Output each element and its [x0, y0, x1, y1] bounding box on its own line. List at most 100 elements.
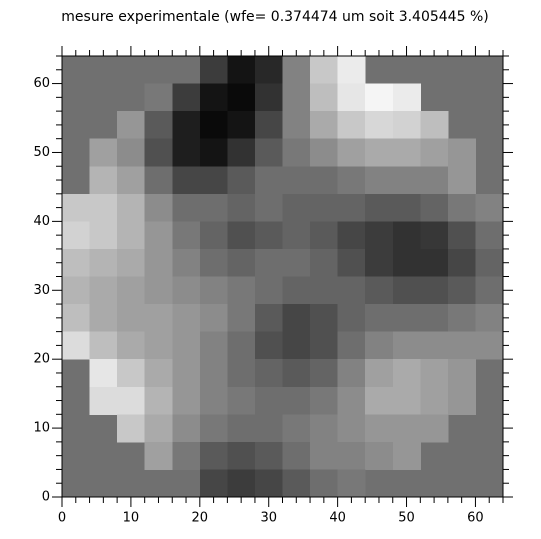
- heat-cell: [227, 414, 256, 443]
- heat-cell: [392, 304, 421, 333]
- heat-cell: [282, 138, 311, 167]
- heat-cell: [282, 166, 311, 195]
- heat-cell: [117, 276, 146, 305]
- heat-cell: [337, 304, 366, 333]
- heat-cell: [172, 441, 201, 470]
- heat-cell: [254, 221, 283, 250]
- heat-cell: [337, 359, 366, 388]
- heat-cell: [392, 193, 421, 222]
- heat-cell: [337, 111, 366, 140]
- heat-cell: [447, 331, 476, 360]
- x-tick-label: 50: [398, 511, 415, 526]
- heat-cell: [254, 441, 283, 470]
- heat-cell: [447, 138, 476, 167]
- heat-cell: [282, 441, 311, 470]
- heat-cell: [227, 469, 256, 498]
- heat-cell: [172, 331, 201, 360]
- heat-cell: [447, 276, 476, 305]
- heat-cell: [227, 441, 256, 470]
- heat-cell: [282, 414, 311, 443]
- heat-cell: [392, 138, 421, 167]
- heat-cell: [310, 193, 339, 222]
- heat-cell: [227, 248, 256, 277]
- heat-cell: [310, 166, 339, 195]
- heat-cell: [310, 386, 339, 415]
- heat-cell: [447, 193, 476, 222]
- heat-cell: [337, 276, 366, 305]
- heat-cell: [199, 441, 228, 470]
- heat-cell: [365, 441, 394, 470]
- heat-cell: [365, 193, 394, 222]
- heat-cell: [227, 221, 256, 250]
- heat-cell: [420, 193, 449, 222]
- heat-cell: [227, 138, 256, 167]
- heat-cell: [337, 83, 366, 112]
- heat-cell: [199, 248, 228, 277]
- heat-cell: [254, 248, 283, 277]
- heat-cell: [117, 138, 146, 167]
- heat-cell: [172, 166, 201, 195]
- heat-cell: [254, 414, 283, 443]
- heat-cell: [227, 331, 256, 360]
- heat-cell: [199, 138, 228, 167]
- heat-cell: [337, 441, 366, 470]
- heat-cell: [172, 111, 201, 140]
- heat-cell: [447, 304, 476, 333]
- heat-cell: [62, 276, 91, 305]
- heat-cell: [89, 166, 118, 195]
- heat-cell: [117, 166, 146, 195]
- heat-cell: [365, 111, 394, 140]
- heat-cell: [199, 166, 228, 195]
- heat-cell: [365, 138, 394, 167]
- heat-cell: [310, 414, 339, 443]
- heat-cell: [62, 248, 91, 277]
- heat-cell: [172, 359, 201, 388]
- heat-cell: [310, 441, 339, 470]
- heat-cell: [62, 304, 91, 333]
- heat-cell: [227, 304, 256, 333]
- heat-cell: [199, 331, 228, 360]
- heat-cell: [337, 386, 366, 415]
- heat-cell: [172, 414, 201, 443]
- heat-cell: [117, 359, 146, 388]
- heat-cell: [420, 359, 449, 388]
- heat-cell: [172, 304, 201, 333]
- heat-cell: [117, 221, 146, 250]
- y-tick-label: 40: [33, 214, 50, 229]
- heat-cell: [144, 359, 173, 388]
- heat-cell: [89, 304, 118, 333]
- heat-cell: [475, 221, 504, 250]
- heat-cell: [89, 331, 118, 360]
- heat-cell: [254, 56, 283, 85]
- heat-cell: [282, 386, 311, 415]
- heat-cell: [365, 248, 394, 277]
- heat-cell: [117, 414, 146, 443]
- heat-cell: [475, 331, 504, 360]
- heat-cell: [420, 276, 449, 305]
- heat-cell: [365, 276, 394, 305]
- y-tick-label: 50: [33, 145, 50, 160]
- heat-cell: [144, 304, 173, 333]
- heat-cell: [420, 386, 449, 415]
- heat-cell: [475, 276, 504, 305]
- heat-cell: [227, 83, 256, 112]
- heat-cell: [420, 221, 449, 250]
- x-tick-label: 60: [467, 511, 484, 526]
- heat-cell: [447, 248, 476, 277]
- heat-cell: [282, 276, 311, 305]
- heat-cell: [172, 276, 201, 305]
- heat-cell: [199, 276, 228, 305]
- heat-cell: [365, 83, 394, 112]
- heat-cell: [199, 193, 228, 222]
- heat-cell: [337, 331, 366, 360]
- heat-cell: [392, 359, 421, 388]
- heat-cell: [392, 331, 421, 360]
- heat-cell: [392, 386, 421, 415]
- heat-cell: [365, 304, 394, 333]
- heat-cell: [365, 331, 394, 360]
- heat-cell: [89, 138, 118, 167]
- heat-cell: [447, 166, 476, 195]
- heat-cell: [254, 386, 283, 415]
- x-tick-label: 40: [329, 511, 346, 526]
